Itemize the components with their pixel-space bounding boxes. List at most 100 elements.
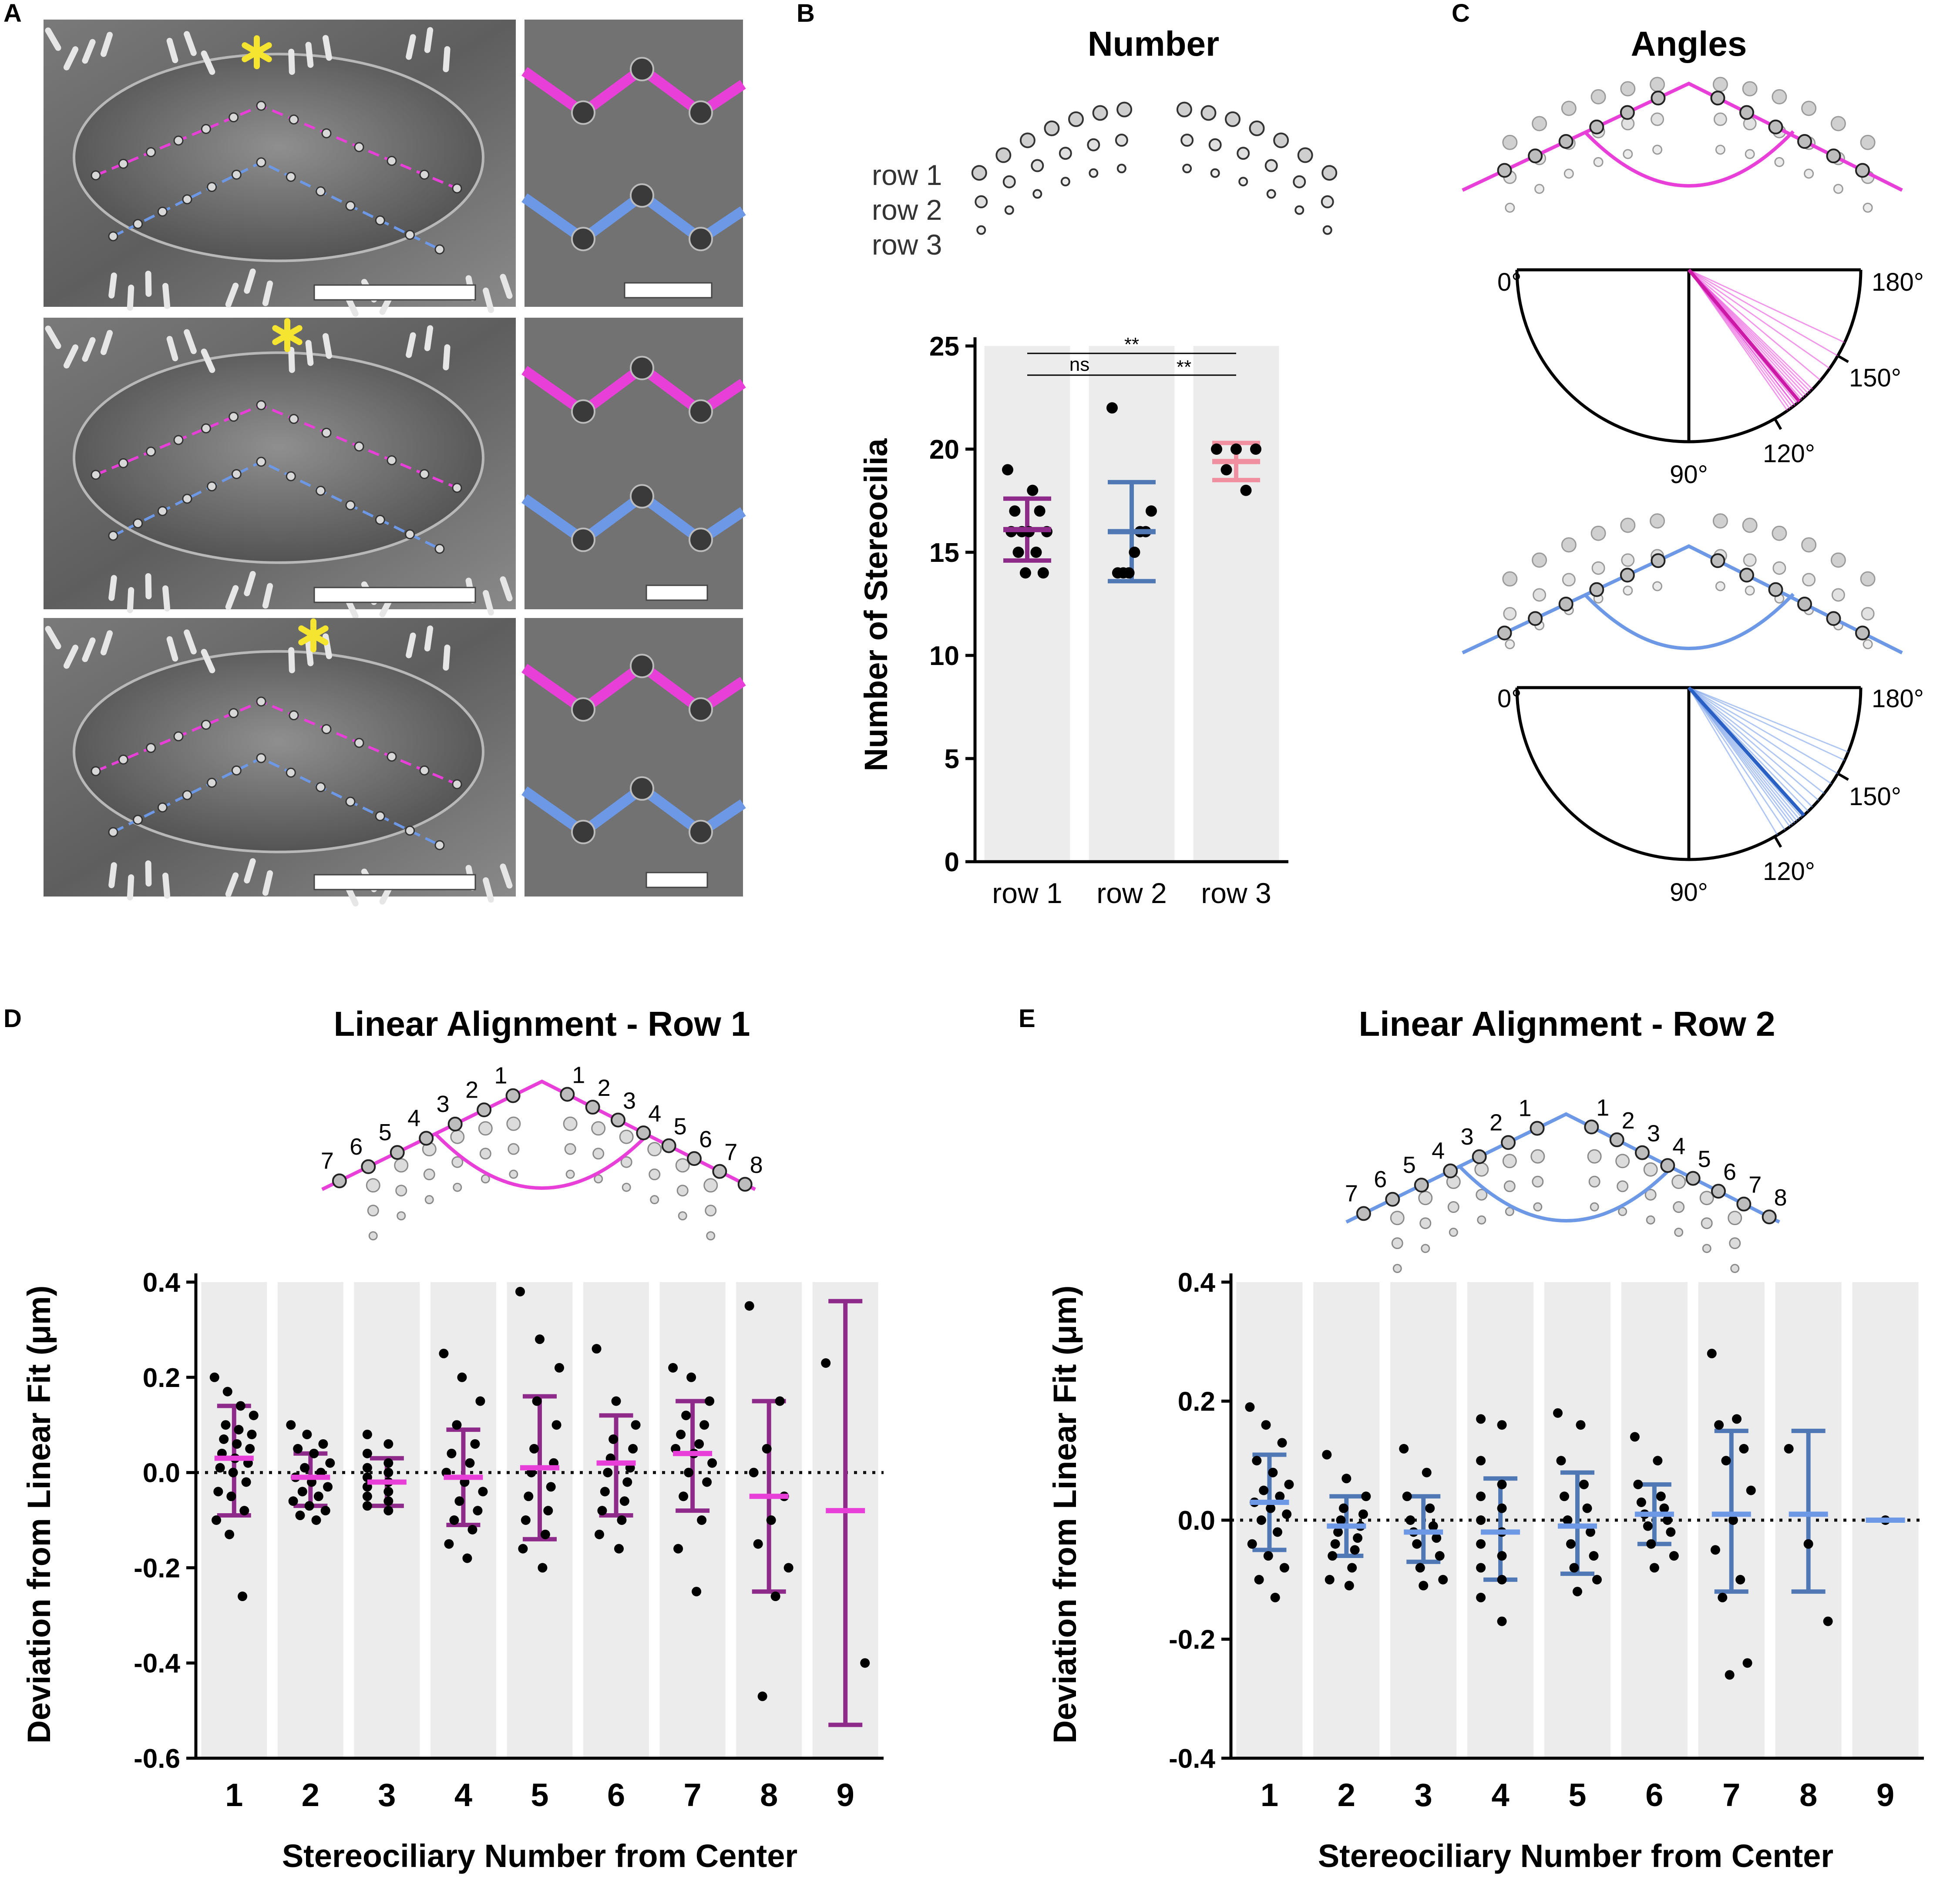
data-point-2 xyxy=(318,1439,328,1449)
data-point-6 xyxy=(619,1496,629,1506)
data-point-6 xyxy=(1643,1521,1653,1531)
schematic-stereocilium xyxy=(563,1116,578,1131)
schematic-stereocilium xyxy=(1745,585,1755,596)
chart-number-of-stereocilia: 0 5 10 15 20 25 row 1 row 2 row 3 ** ns ** Number of… xyxy=(858,332,1288,909)
stereocilium-number: 8 xyxy=(750,1152,763,1178)
schematic-stereocilium xyxy=(649,1169,661,1181)
data-point-2 xyxy=(1338,1503,1348,1513)
angle-schematic-row-1 xyxy=(1462,77,1903,213)
microvillus xyxy=(406,34,416,60)
inset-stereocilium xyxy=(689,697,713,722)
data-point-5 xyxy=(1576,1420,1586,1430)
schematic-stereocilium xyxy=(592,1148,605,1160)
stereocilium-tip xyxy=(201,719,211,730)
data-point-4 xyxy=(1497,1479,1507,1489)
y-tick-label: 0.0 xyxy=(1178,1506,1215,1536)
data-point-2 xyxy=(323,1482,333,1492)
data-point-2 xyxy=(320,1506,330,1516)
numbered-stereocilium xyxy=(687,1151,702,1166)
numbered-stereocilium xyxy=(447,1116,463,1132)
schematic-stereocilium xyxy=(395,1185,407,1197)
data-point-2 xyxy=(1330,1539,1340,1549)
schematic-stereocilium xyxy=(1019,132,1036,148)
data-point-7 xyxy=(1746,1485,1756,1495)
panel-b-title: Number xyxy=(1088,24,1219,63)
schematic-stereocilium xyxy=(1712,513,1728,529)
schematic-stereocilium xyxy=(1321,165,1338,181)
microvillus xyxy=(288,347,295,373)
data-point-2 xyxy=(1325,1575,1335,1585)
y-tick-label: -0.2 xyxy=(134,1553,180,1583)
data-point-7 xyxy=(673,1544,683,1554)
inset-stereocilium xyxy=(571,697,595,722)
data-point-5 xyxy=(543,1506,553,1516)
x-tick-label: 2 xyxy=(302,1777,319,1813)
data-point-8 xyxy=(1803,1539,1813,1549)
schematic-stereocilium xyxy=(1449,1228,1458,1237)
microvillus xyxy=(108,575,117,601)
x-tick-label: 1 xyxy=(1261,1777,1278,1813)
schematic-stereocilium xyxy=(703,1178,718,1193)
schematic-stereocilium xyxy=(1505,202,1515,213)
y-tick-label: 5 xyxy=(945,744,959,774)
data-point-1 xyxy=(212,1515,222,1525)
schematic-stereocilium xyxy=(1701,1217,1713,1229)
polar-bottom-150-label: 150° xyxy=(1849,782,1901,811)
stereocilium-number: 2 xyxy=(1489,1109,1503,1135)
data-point-1 xyxy=(1282,1509,1292,1519)
schematic-row-2-label: row 2 xyxy=(872,194,942,226)
schematic-stereocilium xyxy=(1004,205,1014,215)
microvillus xyxy=(288,49,295,75)
microvillus xyxy=(288,647,295,673)
data-point-1 xyxy=(239,1506,249,1516)
microvillus xyxy=(406,332,416,358)
data-point-4 xyxy=(1497,1420,1507,1430)
category-band-2 xyxy=(277,1282,343,1758)
microvillus xyxy=(63,645,79,669)
x-axis-title: Stereociliary Number from Center xyxy=(1318,1838,1833,1874)
data-point-1 xyxy=(209,1372,219,1382)
x-tick-label: 5 xyxy=(531,1777,548,1813)
schematic-stereocilium xyxy=(1391,1237,1403,1249)
data-point-7 xyxy=(668,1363,678,1373)
data-point-6 xyxy=(614,1544,624,1554)
stereocilium-tip xyxy=(146,447,156,457)
angle-measure xyxy=(1688,269,1830,369)
stereocilium-tip xyxy=(375,215,385,225)
stereocilium-tip xyxy=(286,767,296,778)
data-point-4 xyxy=(1476,1491,1486,1501)
data-point-5 xyxy=(1560,1491,1569,1501)
x-tick-label: 9 xyxy=(1876,1777,1894,1813)
schematic-stereocilium xyxy=(1266,189,1276,199)
data-point-5 xyxy=(1589,1551,1599,1561)
scale-bar-inset-3 xyxy=(646,872,708,888)
schematic-stereocilium xyxy=(508,1143,520,1155)
chart-linear-alignment-row-2: Linear Alignment - Row 2 -0.4 -0.2 0.0 0.2 0.… xyxy=(1047,1004,1924,1874)
data-point-3 xyxy=(383,1496,393,1506)
stereocilium-number: 2 xyxy=(598,1075,611,1101)
microvillus xyxy=(45,626,61,649)
row-stereocilium xyxy=(1855,163,1870,178)
schematic-stereocilium xyxy=(509,1169,518,1179)
microvillus xyxy=(166,336,178,362)
data-point-4 xyxy=(467,1525,477,1535)
schematic-stereocilium xyxy=(1505,639,1515,649)
data-point-2 xyxy=(286,1420,296,1430)
stereocilium-tip xyxy=(133,815,143,825)
microvillus xyxy=(305,42,314,68)
microvillus xyxy=(108,272,117,299)
microvillus xyxy=(82,637,96,662)
microvillus xyxy=(323,35,332,61)
numbered-stereocilium xyxy=(636,1125,651,1141)
schematic-stereocilium xyxy=(705,1205,717,1217)
numbered-stereocilium xyxy=(1530,1121,1545,1136)
stereocilium-tip xyxy=(229,708,239,719)
stereocilium-tip xyxy=(354,441,364,452)
schematic-stereocilium xyxy=(1176,101,1192,118)
data-point-3 xyxy=(383,1467,393,1478)
schematic-stereocilium xyxy=(971,165,987,181)
mean-angle xyxy=(1687,269,1801,403)
data-point-1 xyxy=(1254,1575,1264,1585)
stereocilium-tip xyxy=(157,506,168,516)
data-point-6 xyxy=(628,1444,638,1454)
